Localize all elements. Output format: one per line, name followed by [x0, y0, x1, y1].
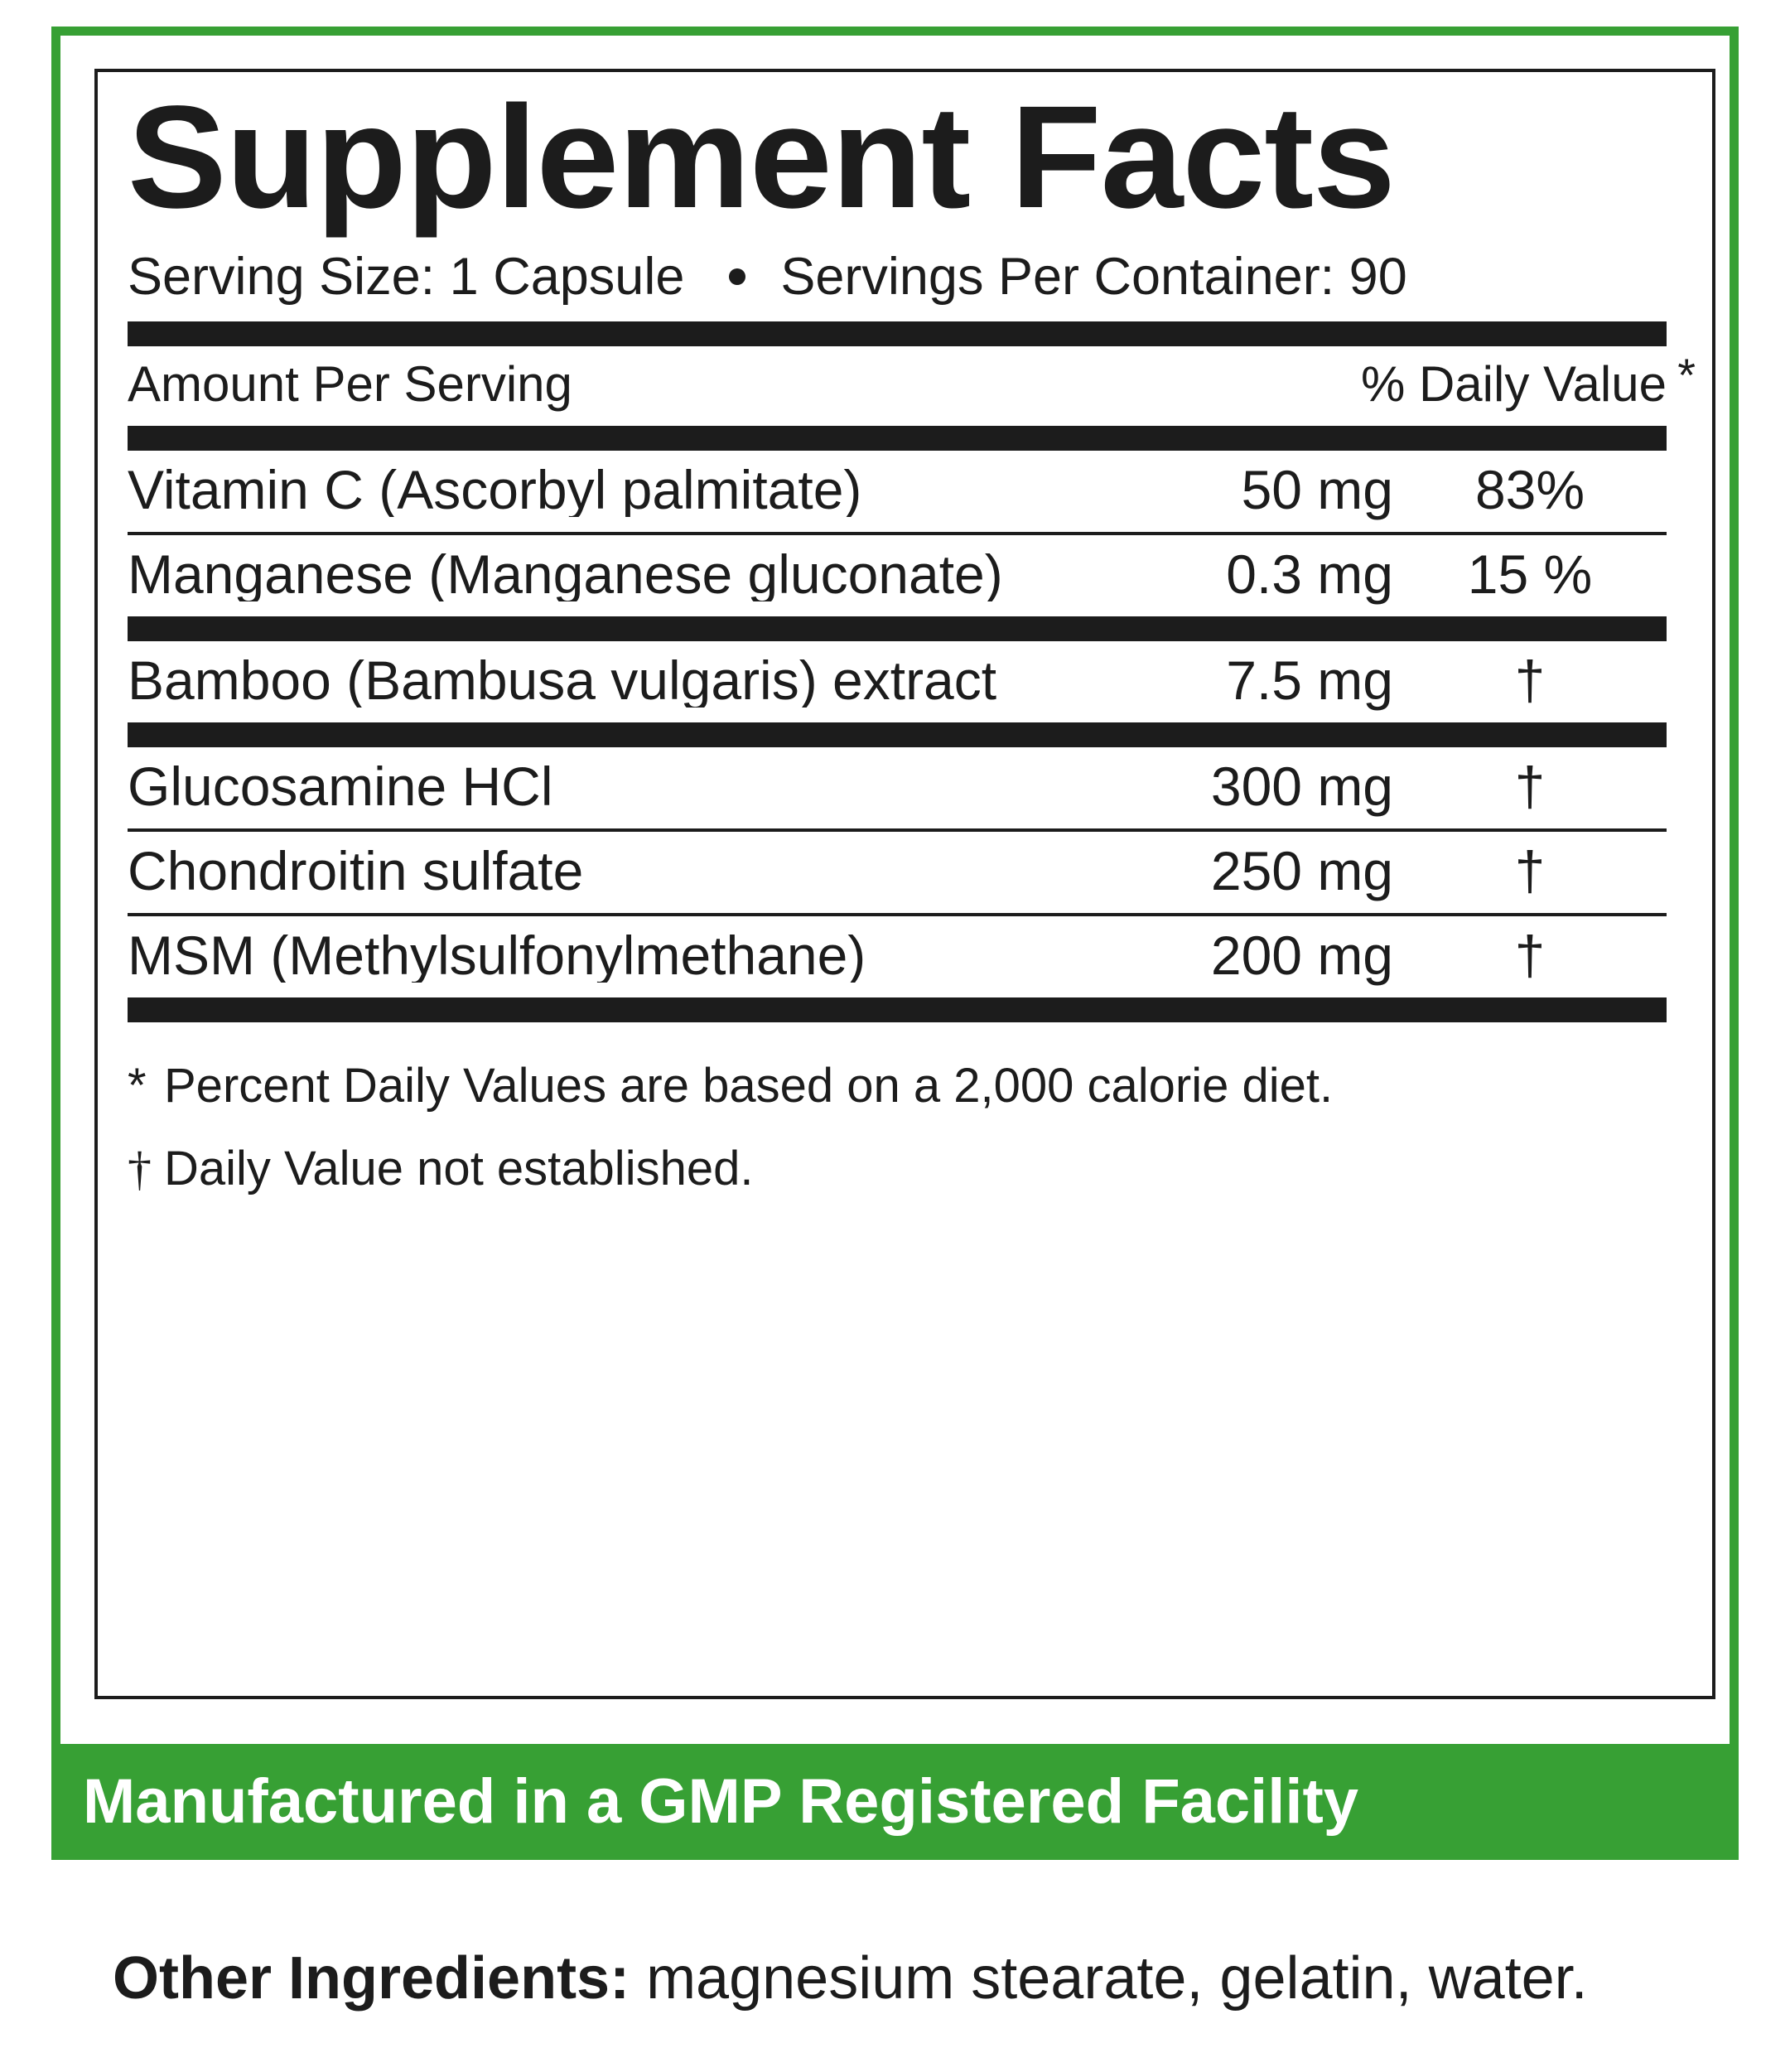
rule-thick-group-divider — [128, 616, 1667, 641]
nutrient-amount: 7.5 mg — [1226, 649, 1393, 711]
table-row: Chondroitin sulfate 250 mg † — [128, 832, 1667, 913]
nutrient-daily-value: 83% — [1474, 458, 1585, 520]
rule-thin-divider — [128, 531, 1667, 535]
nutrient-amount: 250 mg — [1210, 839, 1393, 901]
nutrient-daily-value: † — [1514, 755, 1546, 817]
rule-thick-table-bottom — [128, 997, 1667, 1022]
gmp-registered-banner: Manufactured in a GMP Registered Facilit… — [51, 1744, 1739, 1860]
nutrient-daily-value: † — [1514, 924, 1546, 986]
green-border-frame: * Supplement Facts Serving Size: 1 Capsu… — [51, 27, 1739, 1860]
table-row: MSM (Methylsulfonylmethane) 200 mg † — [128, 916, 1667, 997]
serving-size-text: Serving Size: 1 Capsule — [128, 247, 685, 306]
nutrient-amount: 200 mg — [1210, 924, 1393, 986]
footnote-asterisk-icon: * — [128, 1058, 147, 1113]
table-row: Manganese (Manganese gluconate) 0.3 mg 1… — [128, 535, 1667, 616]
nutrient-daily-value: † — [1514, 649, 1546, 711]
supplement-facts-panel: * Supplement Facts Serving Size: 1 Capsu… — [94, 69, 1715, 1699]
nutrient-name: Glucosamine HCl — [128, 758, 553, 814]
nutrient-name: Chondroitin sulfate — [128, 843, 584, 898]
rule-thick-header-top — [128, 321, 1667, 346]
panel-content: Supplement Facts Serving Size: 1 Capsule… — [128, 83, 1667, 1195]
nutrient-amount: 300 mg — [1210, 755, 1393, 817]
table-row: Glucosamine HCl 300 mg † — [128, 747, 1667, 828]
bullet-dot-icon — [729, 268, 746, 286]
nutrient-amount: 50 mg — [1241, 458, 1393, 520]
servings-per-container-text: Servings Per Container: 90 — [780, 247, 1407, 306]
table-row: Bamboo (Bambusa vulgaris) extract 7.5 mg… — [128, 641, 1667, 722]
table-row: Vitamin C (Ascorbyl palmitate) 50 mg 83% — [128, 451, 1667, 532]
other-ingredients-value: magnesium stearate, gelatin, water. — [646, 1945, 1588, 2012]
footnote-daily-value-not-established: † Daily Value not established. — [128, 1141, 1667, 1195]
nutrient-daily-value: 15 % — [1467, 543, 1593, 605]
rule-thick-header-bottom — [128, 425, 1667, 451]
page-title: Supplement Facts — [128, 76, 1396, 239]
table-column-header-row: Amount Per Serving % Daily Value — [128, 346, 1667, 426]
rule-thin-divider — [128, 828, 1667, 832]
footnote-percent-daily-value: * Percent Daily Values are based on a 2,… — [128, 1058, 1667, 1113]
amount-per-serving-label: Amount Per Serving — [128, 355, 572, 412]
other-ingredients-label: Other Ingredients: — [113, 1945, 630, 2012]
nutrient-amount: 0.3 mg — [1226, 543, 1393, 605]
serving-info-line: Serving Size: 1 Capsule Servings Per Con… — [128, 247, 1667, 306]
nutrient-name: Bamboo (Bambusa vulgaris) extract — [128, 652, 997, 708]
percent-daily-value-label: % Daily Value — [1360, 355, 1667, 412]
nutrient-name: Vitamin C (Ascorbyl palmitate) — [128, 461, 862, 517]
footnote-dagger-icon: † — [128, 1141, 152, 1195]
footnote-text: Daily Value not established. — [164, 1141, 754, 1195]
rule-thin-divider — [128, 912, 1667, 916]
footnote-text: Percent Daily Values are based on a 2,00… — [164, 1058, 1334, 1113]
other-ingredients-line: Other Ingredients: magnesium stearate, g… — [113, 1949, 1736, 2008]
daily-value-asterisk-marker: * — [1677, 349, 1696, 401]
gmp-banner-text: Manufactured in a GMP Registered Facilit… — [83, 1766, 1359, 1837]
nutrient-daily-value: † — [1514, 839, 1546, 901]
nutrient-name: Manganese (Manganese gluconate) — [128, 546, 1003, 601]
rule-thick-group-divider — [128, 722, 1667, 747]
nutrient-name: MSM (Methylsulfonylmethane) — [128, 927, 866, 983]
